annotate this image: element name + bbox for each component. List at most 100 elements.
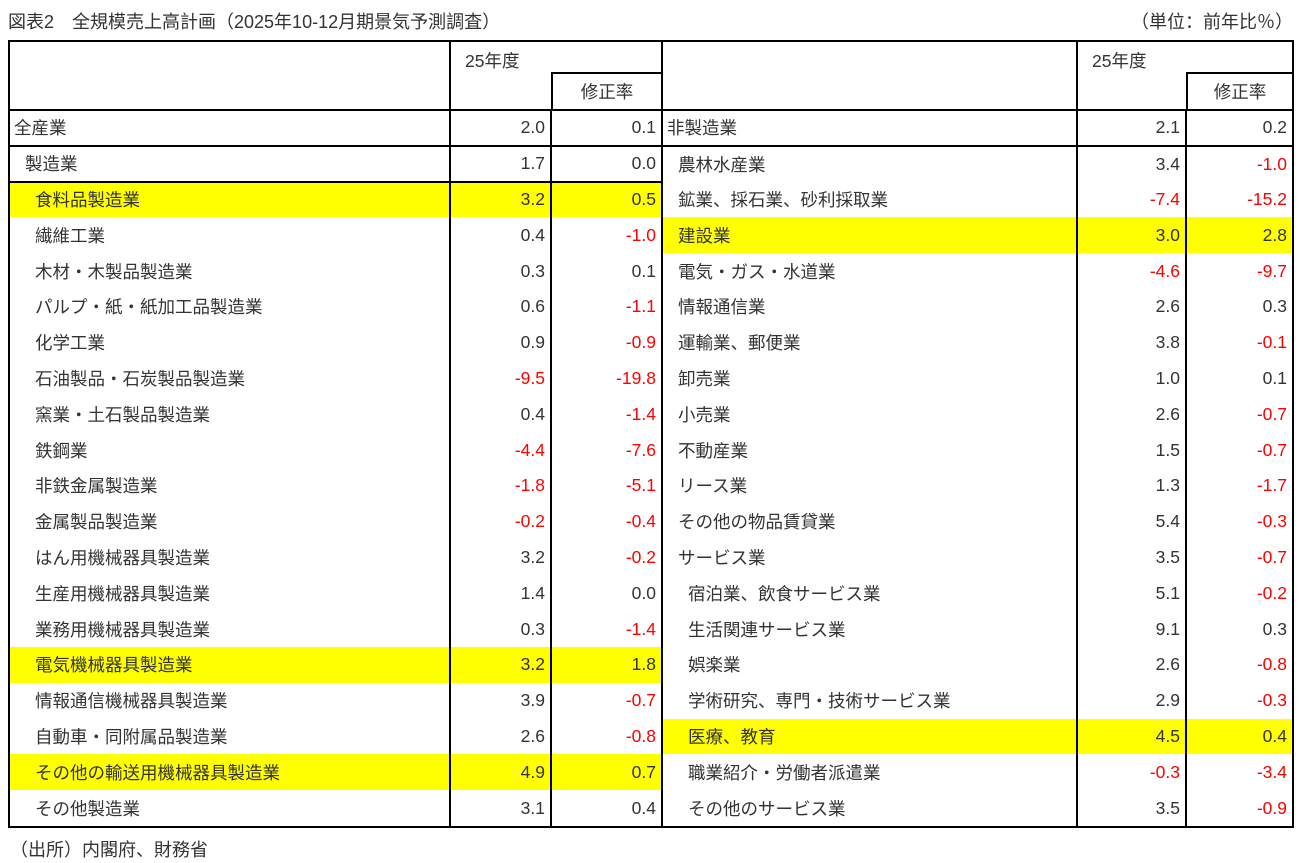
table-row: 建設業 3.0 2.8 bbox=[662, 217, 1292, 254]
industry-name-cell: 非製造業 bbox=[662, 110, 1077, 147]
revision-rate-value-cell: -0.9 bbox=[550, 324, 661, 361]
source-note: （出所）内閣府、財務省 bbox=[10, 840, 208, 860]
table-row: 学術研究、専門・技術サービス業 2.9 -0.3 bbox=[662, 682, 1292, 719]
fy25-value-cell: 2.6 bbox=[449, 718, 551, 755]
revision-rate-value-cell: -1.1 bbox=[550, 288, 661, 325]
table-row: 卸売業 1.0 0.1 bbox=[662, 360, 1292, 397]
fy25-value-cell: 0.9 bbox=[449, 324, 551, 361]
revision-rate-value-cell: -1.4 bbox=[550, 611, 661, 647]
industry-name-cell: 繊維工業 bbox=[35, 225, 105, 246]
fy25-value-cell: 9.1 bbox=[1076, 611, 1186, 647]
revision-rate-value-cell: -0.2 bbox=[1185, 575, 1292, 612]
industry-name-cell: 全産業 bbox=[10, 110, 450, 147]
industry-column-header bbox=[662, 42, 1077, 111]
sales-plan-table: 25年度 修正率 全産業 2.0 0.1 製造業 1.7 0.0 食料品製造業 3.2 0.5 繊… bbox=[8, 40, 1294, 828]
fy25-value-cell: -7.4 bbox=[1076, 181, 1186, 218]
industry-name-cell: 化学工業 bbox=[35, 333, 105, 354]
table-row: 化学工業 0.9 -0.9 bbox=[10, 324, 661, 361]
table-row: 農林水産業 3.4 -1.0 bbox=[662, 145, 1292, 182]
revision-rate-value-cell: -0.2 bbox=[550, 539, 661, 576]
revision-rate-value-cell: -5.1 bbox=[550, 467, 661, 504]
industry-name-cell: 建設業 bbox=[662, 217, 1077, 254]
industry-name-cell: 生産用機械器具製造業 bbox=[35, 583, 210, 604]
fy25-value-cell: 3.4 bbox=[1076, 145, 1186, 182]
industry-name-cell: 鉄鋼業 bbox=[35, 440, 88, 461]
table-row: 非製造業 2.1 0.2 bbox=[662, 110, 1292, 147]
fy25-value-cell: 2.6 bbox=[1076, 646, 1186, 683]
table-row: 業務用機械器具製造業 0.3 -1.4 bbox=[10, 611, 661, 647]
industry-name-cell: その他製造業 bbox=[35, 798, 140, 819]
fy25-value-cell: 3.2 bbox=[449, 646, 551, 683]
fy25-value-cell: -4.6 bbox=[1076, 253, 1186, 289]
table-row: 木材・木製品製造業 0.3 0.1 bbox=[10, 253, 661, 289]
revision-rate-value-cell: -0.7 bbox=[1185, 396, 1292, 433]
fy25-label: 25年度 bbox=[465, 51, 520, 71]
industry-name-cell: 学術研究、専門・技術サービス業 bbox=[688, 691, 951, 712]
revision-rate-value-cell: -0.4 bbox=[550, 503, 661, 540]
fy25-value-cell: -9.5 bbox=[449, 360, 551, 397]
table-row: 生産用機械器具製造業 1.4 0.0 bbox=[10, 575, 661, 612]
industry-name-cell: 情報通信業 bbox=[678, 297, 766, 318]
revision-rate-label: 修正率 bbox=[551, 72, 661, 108]
fy25-value-cell: -0.3 bbox=[1076, 754, 1186, 791]
revision-rate-value-cell: 0.1 bbox=[550, 253, 661, 289]
unit-label: （単位：前年比％） bbox=[1131, 12, 1293, 32]
table-row: 小売業 2.6 -0.7 bbox=[662, 396, 1292, 433]
table-row: 石油製品・石炭製品製造業 -9.5 -19.8 bbox=[10, 360, 661, 397]
fy25-value-cell: 3.5 bbox=[1076, 539, 1186, 576]
fy25-value-cell: 2.0 bbox=[449, 110, 551, 147]
fy25-value-cell: 1.3 bbox=[1076, 467, 1186, 504]
table-row: サービス業 3.5 -0.7 bbox=[662, 539, 1292, 576]
revision-rate-value-cell: -0.9 bbox=[1185, 790, 1292, 826]
industry-name-cell: 医療、教育 bbox=[662, 718, 1077, 755]
revision-rate-value-cell: -0.3 bbox=[1185, 503, 1292, 540]
fy25-value-cell: 3.9 bbox=[449, 682, 551, 719]
table-row: 非鉄金属製造業 -1.8 -5.1 bbox=[10, 467, 661, 504]
industry-name-cell: リース業 bbox=[678, 476, 748, 497]
industry-name-cell: 食料品製造業 bbox=[10, 181, 450, 218]
table-row: 鉱業、採石業、砂利採取業 -7.4 -15.2 bbox=[662, 181, 1292, 218]
revision-rate-value-cell: 0.0 bbox=[550, 145, 661, 183]
revision-rate-value-cell: -1.0 bbox=[550, 217, 661, 254]
table-row: 鉄鋼業 -4.4 -7.6 bbox=[10, 432, 661, 468]
table-row: 電気機械器具製造業 3.2 1.8 bbox=[10, 646, 661, 683]
table-row: 電気・ガス・水道業 -4.6 -9.7 bbox=[662, 253, 1292, 289]
fy25-value-cell: 0.3 bbox=[449, 253, 551, 289]
industry-name-cell: 木材・木製品製造業 bbox=[35, 261, 193, 282]
industry-name-cell: その他のサービス業 bbox=[688, 798, 846, 819]
industry-name-cell: 農林水産業 bbox=[678, 154, 766, 175]
table-row: パルプ・紙・紙加工品製造業 0.6 -1.1 bbox=[10, 288, 661, 325]
table-row: 娯楽業 2.6 -0.8 bbox=[662, 646, 1292, 683]
revision-rate-value-cell: 0.4 bbox=[550, 790, 661, 826]
revision-rate-value-cell: -0.8 bbox=[550, 718, 661, 755]
fy25-value-cell: 3.5 bbox=[1076, 790, 1186, 826]
fy25-value-cell: 3.2 bbox=[449, 539, 551, 576]
table-row: 職業紹介・労働者派遣業 -0.3 -3.4 bbox=[662, 754, 1292, 791]
manufacturing-half-table: 25年度 修正率 全産業 2.0 0.1 製造業 1.7 0.0 食料品製造業 3.2 0.5 繊… bbox=[10, 42, 661, 826]
fy25-value-cell: 0.4 bbox=[449, 396, 551, 433]
table-row: 生活関連サービス業 9.1 0.3 bbox=[662, 611, 1292, 647]
industry-name-cell: 宿泊業、飲食サービス業 bbox=[688, 583, 881, 604]
table-row: 窯業・土石製品製造業 0.4 -1.4 bbox=[10, 396, 661, 433]
fy25-value-cell: 3.8 bbox=[1076, 324, 1186, 361]
fy25-value-cell: -0.2 bbox=[449, 503, 551, 540]
table-row: はん用機械器具製造業 3.2 -0.2 bbox=[10, 539, 661, 576]
fy25-value-cell: 3.0 bbox=[1076, 217, 1186, 254]
fy25-value-cell: 2.1 bbox=[1076, 110, 1186, 147]
fy25-value-cell: 0.3 bbox=[449, 611, 551, 647]
industry-name-cell: サービス業 bbox=[678, 547, 766, 568]
revision-rate-value-cell: -7.6 bbox=[550, 432, 661, 468]
industry-column-header bbox=[10, 42, 450, 111]
revision-rate-value-cell: 0.4 bbox=[1185, 718, 1292, 755]
fy25-value-cell: 2.6 bbox=[1076, 288, 1186, 325]
industry-name-cell: 情報通信機械器具製造業 bbox=[35, 691, 228, 712]
fy25-value-cell: 1.5 bbox=[1076, 432, 1186, 468]
fy25-column-header: 25年度 修正率 bbox=[449, 42, 661, 111]
industry-name-cell: その他の輸送用機械器具製造業 bbox=[10, 754, 450, 791]
industry-name-cell: 鉱業、採石業、砂利採取業 bbox=[678, 189, 888, 210]
fy25-value-cell: 0.4 bbox=[449, 217, 551, 254]
industry-name-cell: 娯楽業 bbox=[688, 655, 741, 676]
revision-rate-value-cell: 0.5 bbox=[550, 181, 661, 218]
revision-rate-value-cell: -0.3 bbox=[1185, 682, 1292, 719]
